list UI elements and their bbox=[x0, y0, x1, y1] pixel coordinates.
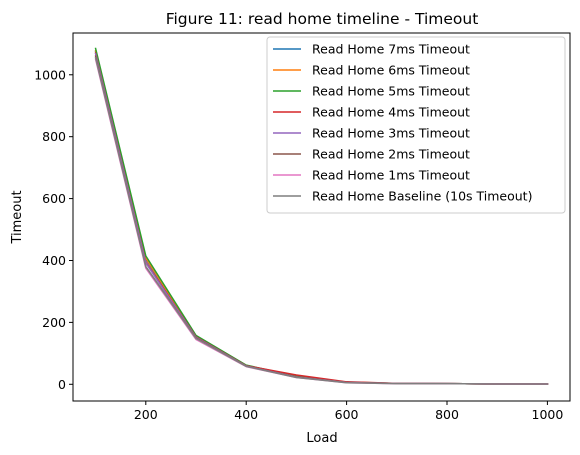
y-axis: 0 200 400 600 800 1000 bbox=[34, 67, 73, 392]
y-tick-label: 400 bbox=[42, 253, 66, 268]
legend: Read Home 7ms Timeout Read Home 6ms Timeo… bbox=[266, 36, 566, 214]
x-axis: 200 400 600 800 1000 bbox=[134, 401, 563, 422]
y-tick-label: 600 bbox=[42, 191, 66, 206]
series-line-8 bbox=[94, 56, 549, 385]
x-tick-label: 400 bbox=[234, 407, 258, 422]
legend-label: Read Home 5ms Timeout bbox=[312, 84, 470, 99]
legend-label: Read Home 1ms Timeout bbox=[312, 168, 470, 183]
chart-title: Figure 11: read home timeline - Timeout bbox=[166, 10, 479, 28]
legend-label: Read Home 6ms Timeout bbox=[312, 63, 470, 78]
x-tick-label: 800 bbox=[435, 407, 459, 422]
plot-frame bbox=[72, 32, 571, 402]
series-group bbox=[94, 47, 549, 385]
legend-label: Read Home 3ms Timeout bbox=[312, 126, 470, 141]
legend-box bbox=[266, 36, 566, 214]
x-tick-label: 1000 bbox=[532, 407, 564, 422]
legend-label: Read Home 2ms Timeout bbox=[312, 147, 470, 162]
y-axis-label: Timeout bbox=[10, 190, 25, 244]
y-tick-label: 1000 bbox=[34, 67, 66, 82]
x-tick-label: 600 bbox=[335, 407, 359, 422]
legend-label: Read Home 7ms Timeout bbox=[312, 42, 470, 57]
x-tick-label: 200 bbox=[134, 407, 158, 422]
x-axis-label: Load bbox=[306, 431, 337, 446]
y-tick-label: 800 bbox=[42, 129, 66, 144]
y-tick-label: 200 bbox=[42, 315, 66, 330]
y-tick-label: 0 bbox=[58, 377, 66, 392]
legend-label: Read Home Baseline (10s Timeout) bbox=[312, 189, 532, 204]
legend-label: Read Home 4ms Timeout bbox=[312, 105, 470, 120]
